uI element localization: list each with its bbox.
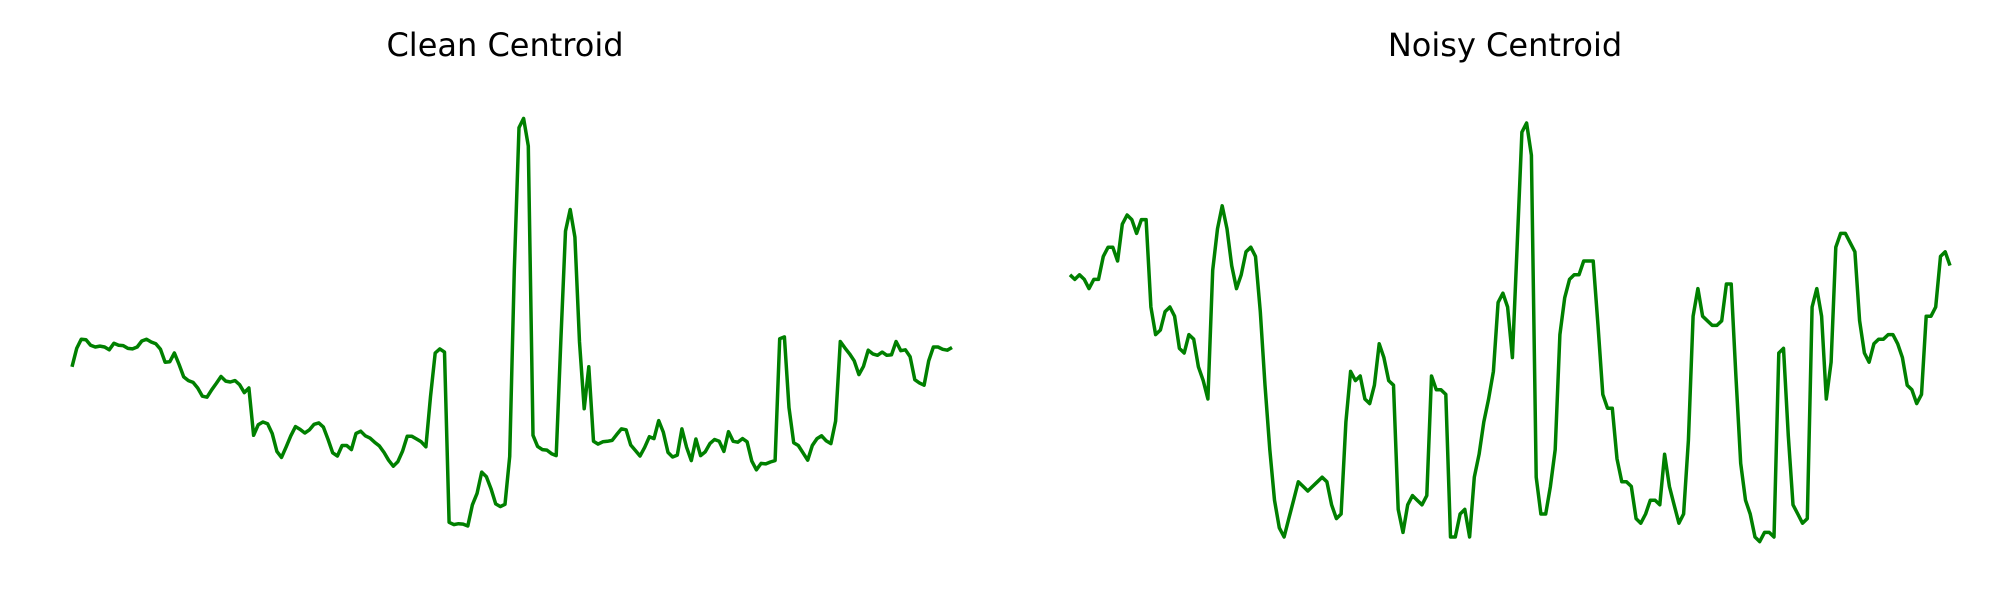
noisy-centroid-panel: Noisy Centroid (1000, 0, 2000, 600)
series-line (70, 116, 953, 528)
clean-centroid-panel: Clean Centroid (70, 26, 953, 528)
clean-centroid-title: Clean Centroid (386, 26, 624, 64)
series-line (1068, 121, 1952, 544)
noisy-centroid-plot (1068, 121, 1952, 544)
clean-centroid-plot (70, 116, 953, 528)
noisy-centroid-title: Noisy Centroid (1387, 26, 1623, 64)
